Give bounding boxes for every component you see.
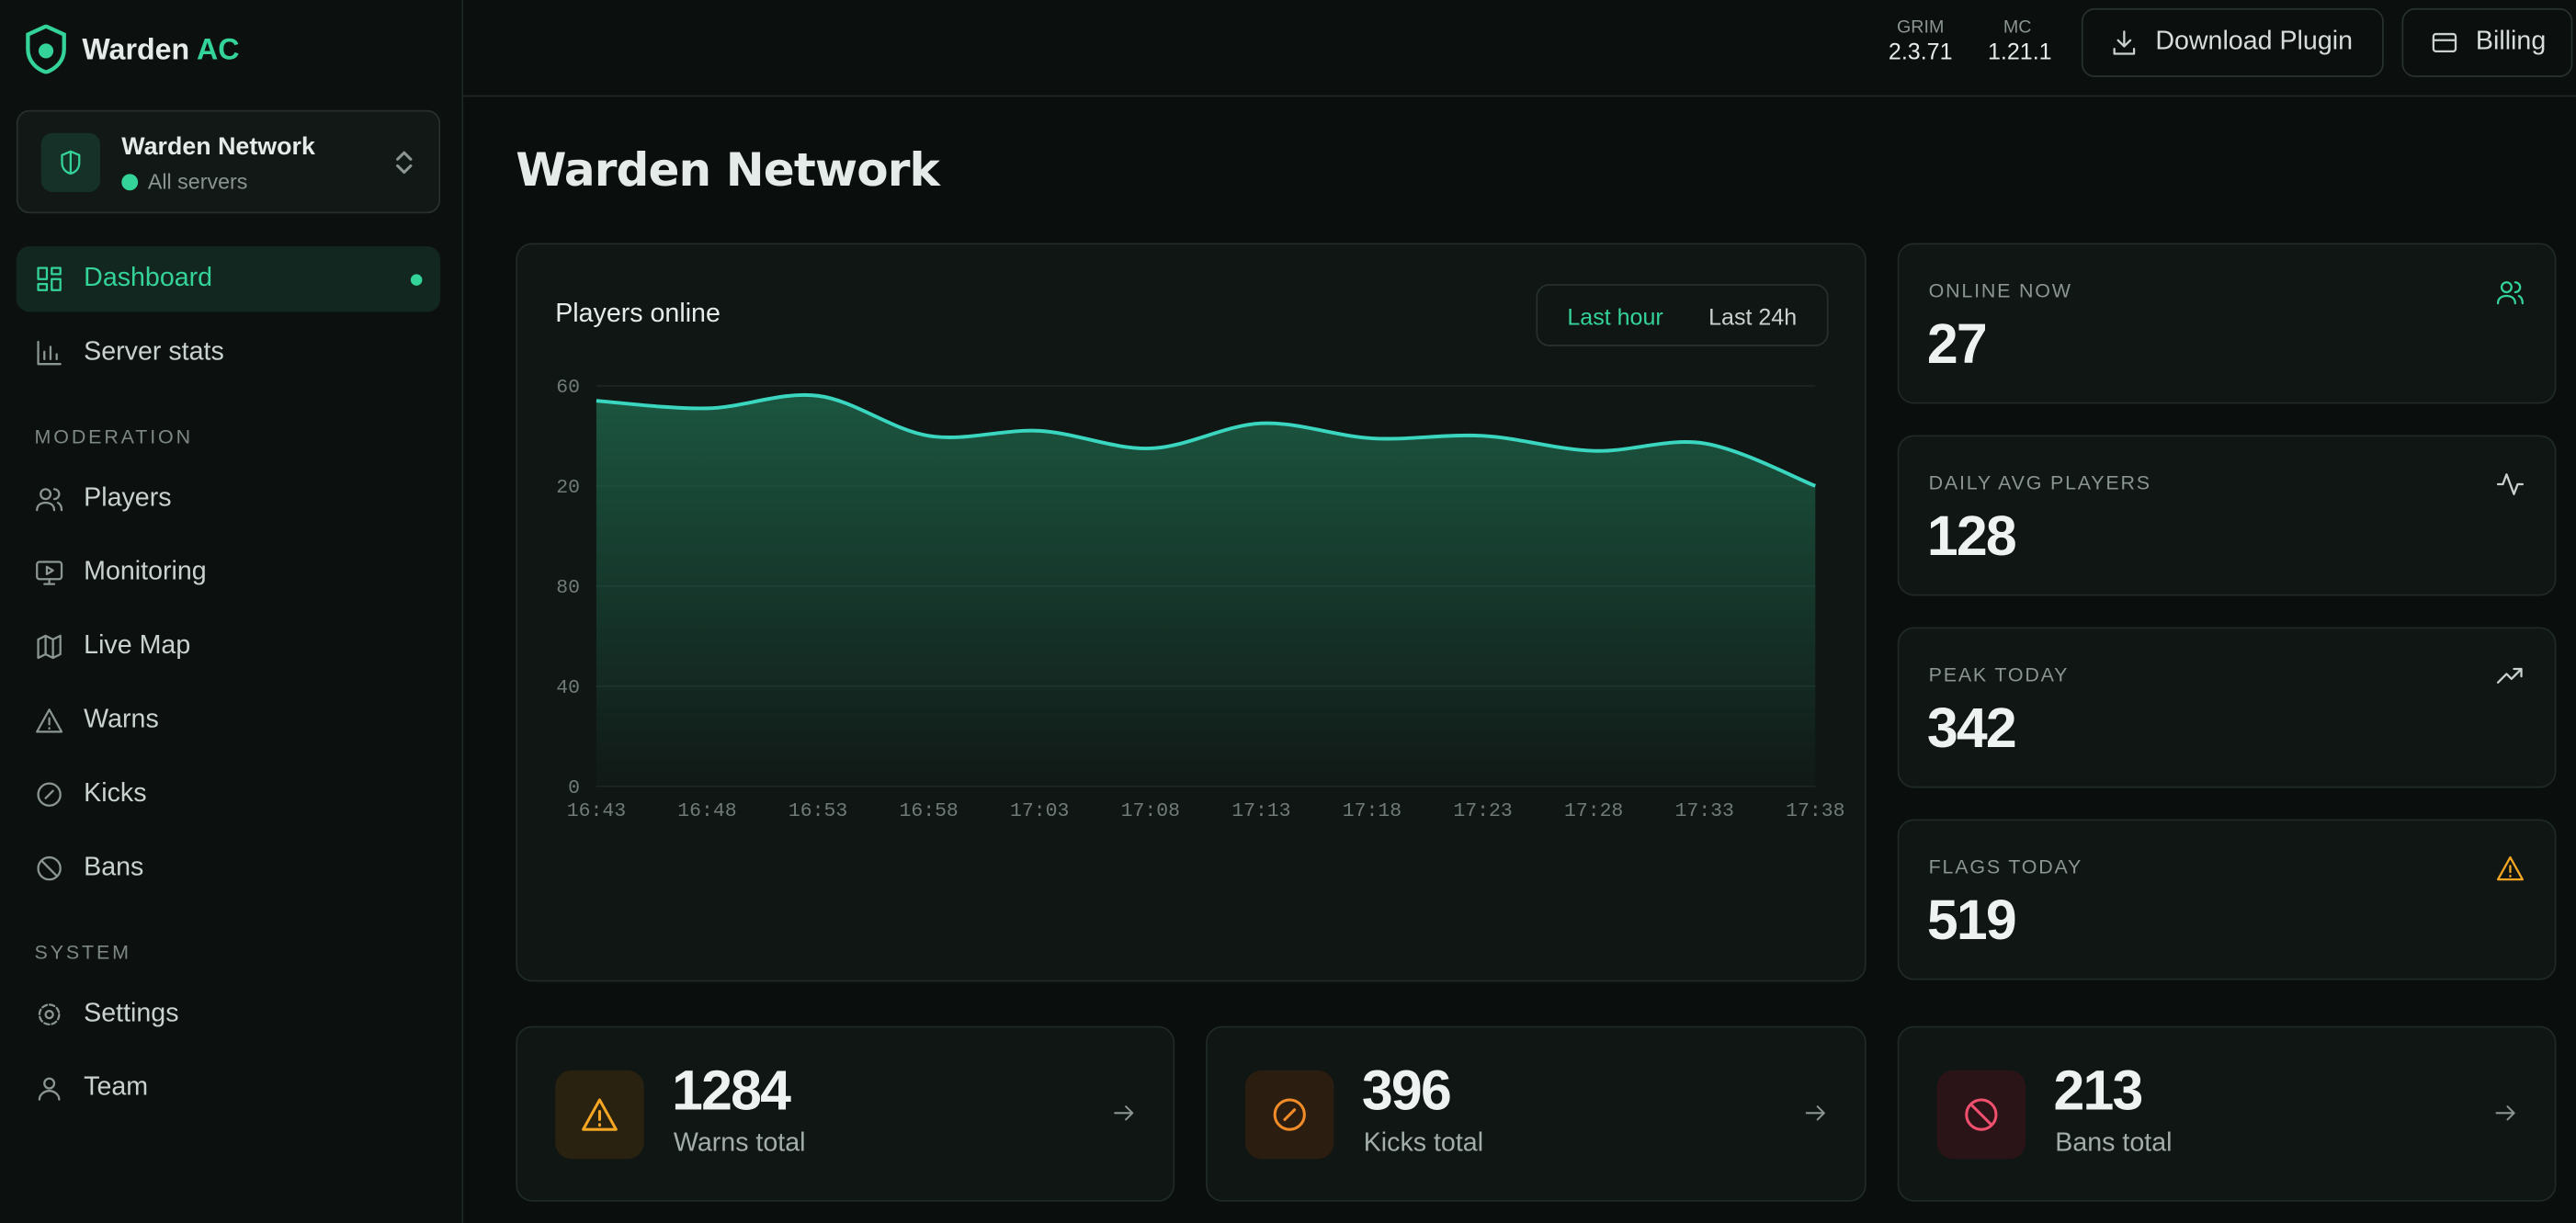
nav-item[interactable]: Kicks [17, 762, 440, 827]
workspace-status: All servers [121, 169, 247, 194]
nav-item[interactable]: Server stats [17, 320, 440, 385]
stat-card: ONLINE NOW 27 [1897, 243, 2557, 404]
button-label: Billing [2475, 28, 2547, 56]
nav-item[interactable]: Bans [17, 835, 440, 900]
nav-item[interactable]: Warns [17, 688, 440, 753]
nav-label: Warns [84, 706, 159, 734]
x-tick-label: 16:58 [899, 800, 958, 822]
download-button[interactable]: Download Plugin [2081, 7, 2384, 77]
total-value: 1284 [672, 1060, 791, 1124]
total-value: 213 [2053, 1060, 2144, 1124]
nav-label: Dashboard [84, 264, 213, 293]
y-tick-label: 0 [568, 777, 580, 799]
total-card[interactable]: 396 Kicks total [1206, 1025, 1867, 1202]
stat-label: ONLINE NOW [1928, 278, 2072, 302]
x-tick-label: 16:43 [567, 800, 626, 822]
brand-name: Warden [82, 32, 190, 66]
section-title: SYSTEM [34, 940, 131, 964]
workspace-name: Warden Network [121, 132, 315, 162]
x-tick-label: 17:23 [1453, 800, 1512, 822]
section-title: MODERATION [34, 425, 193, 448]
nav-label: Kicks [84, 779, 147, 809]
total-label: Warns total [673, 1129, 806, 1158]
stat-value: 27 [1926, 313, 1988, 377]
nav-label: Bans [84, 854, 144, 882]
stat-card: FLAGS TODAY 519 [1897, 819, 2557, 980]
y-tick-label: 60 [556, 377, 580, 399]
total-label: Kicks total [1363, 1129, 1484, 1158]
stat-value: 519 [1926, 889, 2017, 953]
nav-label: Live Map [84, 631, 191, 661]
area [596, 394, 1816, 787]
x-tick-label: 17:13 [1231, 800, 1290, 822]
chart-title: Players online [555, 300, 721, 329]
status-text: All servers [147, 169, 248, 194]
range-toggle: Last hour Last 24h [1536, 284, 1829, 346]
y-tick-label: 40 [556, 677, 580, 699]
nav-item[interactable]: Players [17, 466, 440, 531]
x-tick-label: 17:38 [1786, 800, 1844, 822]
x-tick-label: 17:08 [1121, 800, 1180, 822]
total-card[interactable]: 213 Bans total [1897, 1025, 2557, 1202]
total-value: 396 [1361, 1060, 1452, 1124]
version-label: MC [2003, 17, 2032, 39]
version: MC 1.21.1 [1987, 17, 2052, 64]
nav-item[interactable]: Team [17, 1056, 440, 1121]
sidebar: Warden AC Warden Network All servers Das… [0, 0, 464, 1223]
stat-label: FLAGS TODAY [1928, 855, 2083, 878]
brand-accent: AC [196, 32, 240, 66]
version-value: 1.21.1 [1987, 38, 2052, 64]
stat-card: DAILY AVG PLAYERS 128 [1897, 435, 2557, 596]
brand: Warden AC [82, 33, 239, 68]
y-tick-label: 20 [556, 477, 580, 499]
stat-label: DAILY AVG PLAYERS [1928, 470, 2151, 494]
x-tick-label: 17:33 [1675, 800, 1734, 822]
chart-card: Players online Last hour Last 24h 0 40 80 2… [516, 243, 1867, 982]
topbar: GRIM 2.3.71 MC 1.21.1 Download Plugin Bill… [463, 0, 2576, 97]
billing-button[interactable]: Billing [2401, 7, 2573, 77]
x-tick-label: 16:48 [677, 800, 736, 822]
page-title: Warden Network [516, 142, 939, 198]
nav-item[interactable]: Live Map [17, 614, 440, 679]
stat-label: PEAK TODAY [1928, 662, 2070, 686]
logo [26, 24, 66, 74]
stat-card: PEAK TODAY 342 [1897, 627, 2557, 788]
nav-item[interactable]: Monitoring [17, 540, 440, 606]
workspace-icon [40, 132, 101, 193]
range-option[interactable]: Last 24h [1708, 303, 1798, 331]
chart: 0 40 80 20 60 16:43 16:48 16:53 16:58 17:03 17:08 1… [556, 377, 1844, 822]
button-label: Download Plugin [2155, 28, 2353, 56]
nav-label: Team [84, 1073, 149, 1102]
nav-item-active[interactable]: Dashboard [16, 245, 441, 312]
version-value: 2.3.71 [1888, 38, 1953, 64]
total-card[interactable]: 1284 Warns total [516, 1025, 1175, 1202]
range-option-active[interactable]: Last hour [1567, 303, 1663, 331]
x-tick-label: 17:03 [1010, 800, 1069, 822]
nav-label: Settings [84, 1000, 179, 1028]
version-label: GRIM [1897, 17, 1945, 39]
x-tick-label: 16:53 [789, 800, 847, 822]
nav-label: Server stats [84, 338, 224, 367]
y-tick-label: 80 [556, 577, 580, 599]
workspace-switcher[interactable]: Warden Network All servers [16, 109, 441, 214]
version: GRIM 2.3.71 [1886, 18, 1955, 64]
line [596, 392, 1817, 488]
stat-value: 128 [1926, 505, 2017, 569]
total-label: Bans total [2055, 1129, 2173, 1158]
nav-label: Monitoring [84, 558, 207, 586]
x-tick-label: 17:28 [1564, 800, 1623, 822]
x-tick-label: 17:18 [1343, 800, 1401, 822]
stat-value: 342 [1926, 697, 2017, 761]
nav-item[interactable]: Settings [17, 981, 440, 1047]
nav-label: Players [84, 484, 172, 513]
